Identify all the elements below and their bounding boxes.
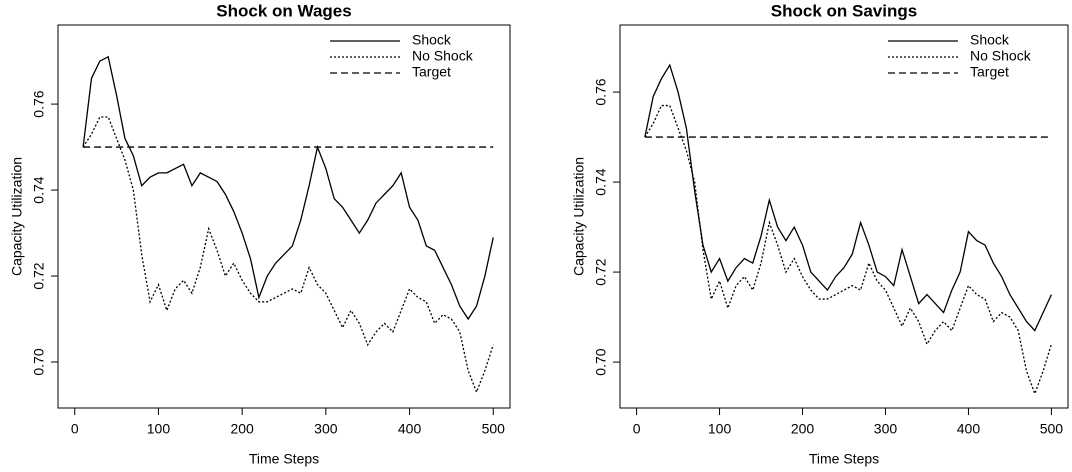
series-line [644, 104, 1053, 396]
y-tick-label: 0.74 [31, 176, 47, 203]
legend-label: No Shock [970, 48, 1032, 64]
x-tick-label: 300 [314, 421, 338, 437]
chart-title: Shock on Savings [771, 1, 917, 20]
panel: Shock on Savings Time Steps Capacity Utili… [571, 1, 1069, 467]
series-line [644, 63, 1052, 332]
plot-box [57, 24, 511, 409]
y-tick-label: 0.72 [593, 258, 609, 285]
plot-box [619, 24, 1069, 409]
y-tick-label: 0.74 [593, 168, 609, 195]
x-tick-label: 0 [71, 421, 79, 437]
x-tick-label: 400 [957, 421, 981, 437]
y-axis-label: Capacity Utilization [571, 157, 587, 276]
legend-label: Target [970, 64, 1009, 80]
x-tick-label: 0 [633, 421, 641, 437]
x-tick-label: 400 [398, 421, 422, 437]
x-tick-label: 500 [1040, 421, 1064, 437]
legend-label: No Shock [412, 48, 474, 64]
legend-label: Target [412, 64, 451, 80]
legend-label: Shock [412, 32, 452, 48]
x-tick-label: 200 [791, 421, 815, 437]
x-tick-label: 300 [874, 421, 898, 437]
y-tick-label: 0.72 [31, 262, 47, 289]
y-tick-label: 0.70 [31, 348, 47, 375]
x-tick-label: 100 [708, 421, 732, 437]
panel: Shock on Wages Time Steps Capacity Utiliza… [9, 1, 511, 467]
x-axis-label: Time Steps [809, 451, 879, 467]
y-tick-label: 0.70 [593, 348, 609, 375]
x-tick-label: 100 [147, 421, 171, 437]
y-tick-label: 0.76 [31, 90, 47, 117]
legend-label: Shock [970, 32, 1010, 48]
y-tick-label: 0.76 [593, 78, 609, 105]
series-line [82, 55, 494, 321]
x-tick-label: 200 [230, 421, 254, 437]
x-tick-label: 500 [482, 421, 506, 437]
y-axis-label: Capacity Utilization [9, 157, 25, 276]
chart-title: Shock on Wages [216, 1, 351, 20]
series-line [82, 116, 494, 394]
x-axis-label: Time Steps [249, 451, 319, 467]
